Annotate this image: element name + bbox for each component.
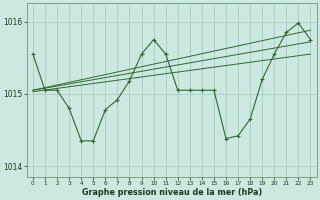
- X-axis label: Graphe pression niveau de la mer (hPa): Graphe pression niveau de la mer (hPa): [82, 188, 262, 197]
